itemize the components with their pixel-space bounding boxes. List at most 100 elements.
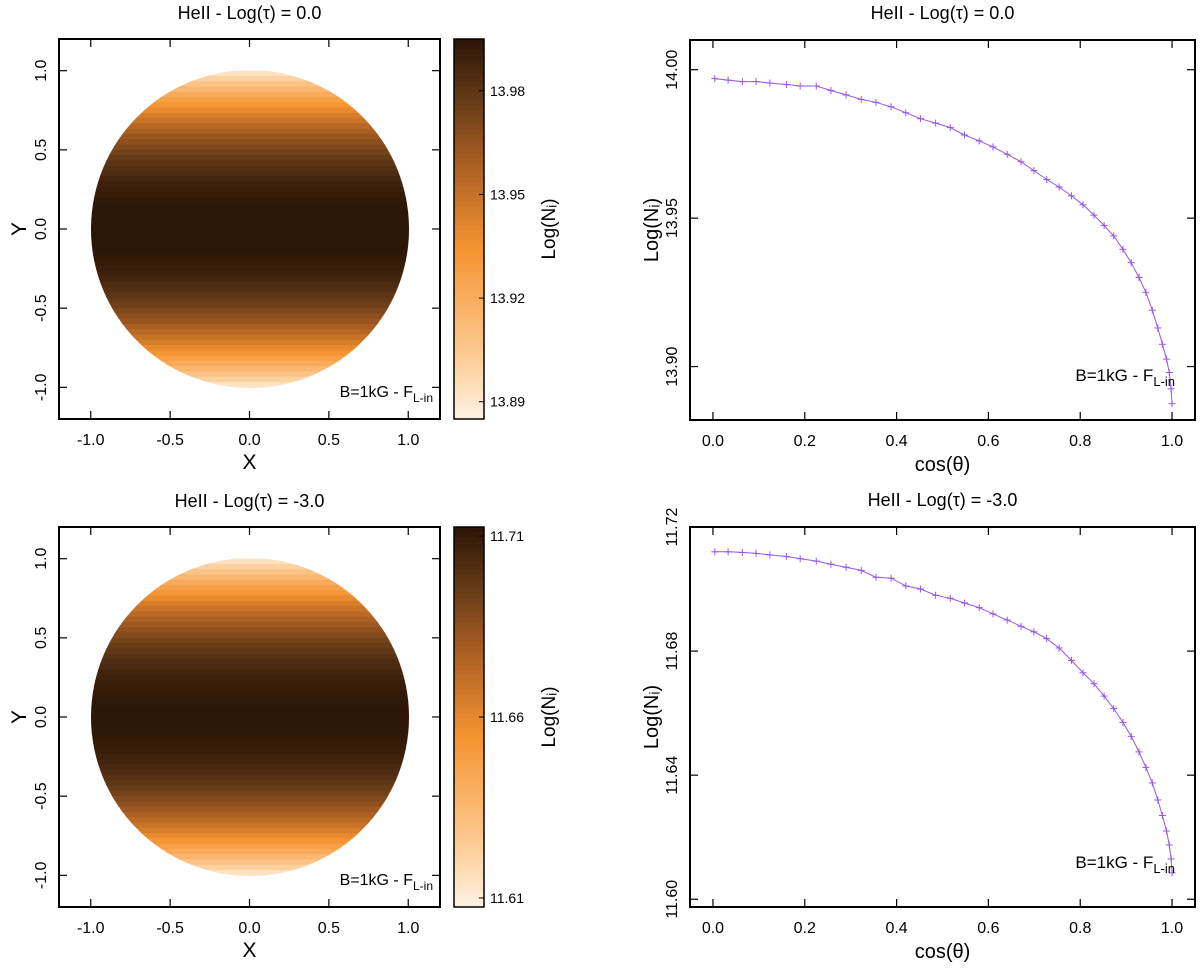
top-disk-band [91, 276, 409, 283]
top-series-line [714, 78, 1173, 404]
top-line-x-tick-label: 0.6 [977, 433, 999, 450]
bottom-colorbar-band [454, 574, 484, 580]
bottom-disk-band [91, 859, 409, 866]
top-data-point [1142, 288, 1150, 296]
top-colorbar-band [454, 39, 484, 45]
bottom-colorbar-band [454, 826, 484, 832]
bottom-disk-band [91, 579, 409, 586]
top-disk-band [91, 139, 409, 146]
top-disk-band [91, 244, 409, 251]
top-data-point [1168, 400, 1176, 408]
top-x-tick-label: 0.0 [238, 432, 260, 449]
bottom-colorbar-band [454, 546, 484, 552]
top-disk-band [91, 144, 409, 151]
bottom-data-point [1154, 796, 1162, 804]
top-colorbar-band [454, 366, 484, 373]
bottom-line-annotation: B=1kG - FL-in [1075, 853, 1175, 876]
bottom-line-annotation-sub: L-in [1153, 861, 1175, 876]
top-colorbar-band [454, 195, 484, 202]
top-data-point [887, 103, 895, 111]
top-line-plot-frame [689, 39, 1196, 421]
top-line-y-tick-label: 13.90 [664, 346, 681, 386]
top-y-tick-label: 1.0 [33, 59, 50, 81]
top-data-point [1055, 183, 1063, 191]
bottom-colorbar-band [454, 873, 484, 880]
bottom-colorbar-band [454, 869, 484, 875]
top-disk-band [91, 165, 409, 172]
top-colorbar-band [454, 205, 484, 211]
bottom-colorbar-band [454, 845, 484, 851]
top-colorbar-band [454, 86, 484, 92]
top-colorbar-band [454, 267, 484, 273]
bottom-disk-band [91, 822, 409, 829]
top-disk-band [91, 102, 409, 109]
bottom-colorbar-band [454, 731, 484, 737]
bottom-colorbar-band [454, 788, 484, 794]
top-colorbar-band [454, 262, 484, 268]
top-disk-band [91, 207, 409, 214]
bottom-data-point [1110, 704, 1118, 712]
bottom-colorbar-band [454, 816, 484, 823]
bottom-colorbar-band [454, 622, 484, 628]
bottom-colorbar-band [454, 683, 484, 690]
top-colorbar-band [454, 138, 484, 145]
top-colorbar-band [454, 191, 484, 197]
bottom-colorbar-band [454, 698, 484, 704]
bottom-disk-band [91, 812, 409, 818]
bottom-colorbar-band [454, 531, 484, 538]
top-data-point [1158, 340, 1166, 348]
bottom-colorbar-band [454, 588, 484, 595]
top-data-point [842, 91, 850, 99]
top-data-point [989, 143, 997, 151]
bottom-disk-band [91, 595, 409, 602]
bottom-line-title: HeII - Log(τ) = -3.0 [868, 490, 1018, 510]
top-data-point [872, 98, 880, 106]
top-disk-band [91, 86, 409, 93]
top-colorbar-band [454, 343, 484, 349]
bottom-colorbar-band [454, 607, 484, 614]
top-colorbar-band [454, 352, 484, 358]
top-colorbar-tick-label: 13.95 [490, 186, 525, 202]
top-disk-band [91, 186, 409, 193]
top-colorbar [454, 39, 484, 420]
top-line-annotation-text: B=1kG - F [1075, 366, 1153, 385]
top-disk-band [91, 197, 409, 204]
bottom-data-point [902, 582, 910, 590]
bottom-data-point [1163, 827, 1171, 835]
bottom-colorbar-band [454, 778, 484, 785]
top-colorbar-band [454, 153, 484, 159]
bottom-colorbar-label: Log(Nᵢ) [539, 686, 560, 747]
bottom-colorbar-band [454, 831, 484, 837]
top-line-x-tick-label: 0.8 [1069, 433, 1091, 450]
bottom-colorbar-band [454, 812, 484, 818]
top-colorbar-band [454, 62, 484, 69]
bottom-data-point [782, 552, 790, 560]
top-data-point [1127, 259, 1135, 267]
bottom-disk-band [91, 717, 409, 723]
bottom-disk-band [91, 648, 409, 655]
top-colorbar-band [454, 229, 484, 235]
top-x-tick-label: 0.5 [318, 432, 340, 449]
top-disk-band [91, 229, 409, 235]
bottom-colorbar-band [454, 892, 484, 899]
bottom-disk-band [91, 685, 409, 692]
bottom-disk-band [91, 738, 409, 744]
top-data-point [1017, 158, 1025, 166]
top-disk-band [91, 360, 409, 367]
top-x-tick-label: -1.0 [77, 432, 105, 449]
bottom-data-point [1127, 732, 1135, 740]
bottom-data-point [1017, 622, 1025, 630]
top-colorbar-band [454, 96, 484, 102]
bottom-colorbar-band [454, 721, 484, 728]
top-disk-band [91, 376, 409, 383]
bottom-disk-band [91, 643, 409, 649]
top-colorbar-band [454, 333, 484, 339]
bottom-data-point [812, 557, 820, 565]
bottom-disk-band [91, 563, 409, 570]
bottom-line-y-tick-label: 11.68 [664, 632, 681, 671]
top-data-point [752, 78, 760, 86]
top-data-point [796, 82, 804, 90]
bottom-colorbar-band [454, 541, 484, 547]
top-data-point [1167, 385, 1175, 393]
bottom-disk-band [91, 674, 409, 681]
